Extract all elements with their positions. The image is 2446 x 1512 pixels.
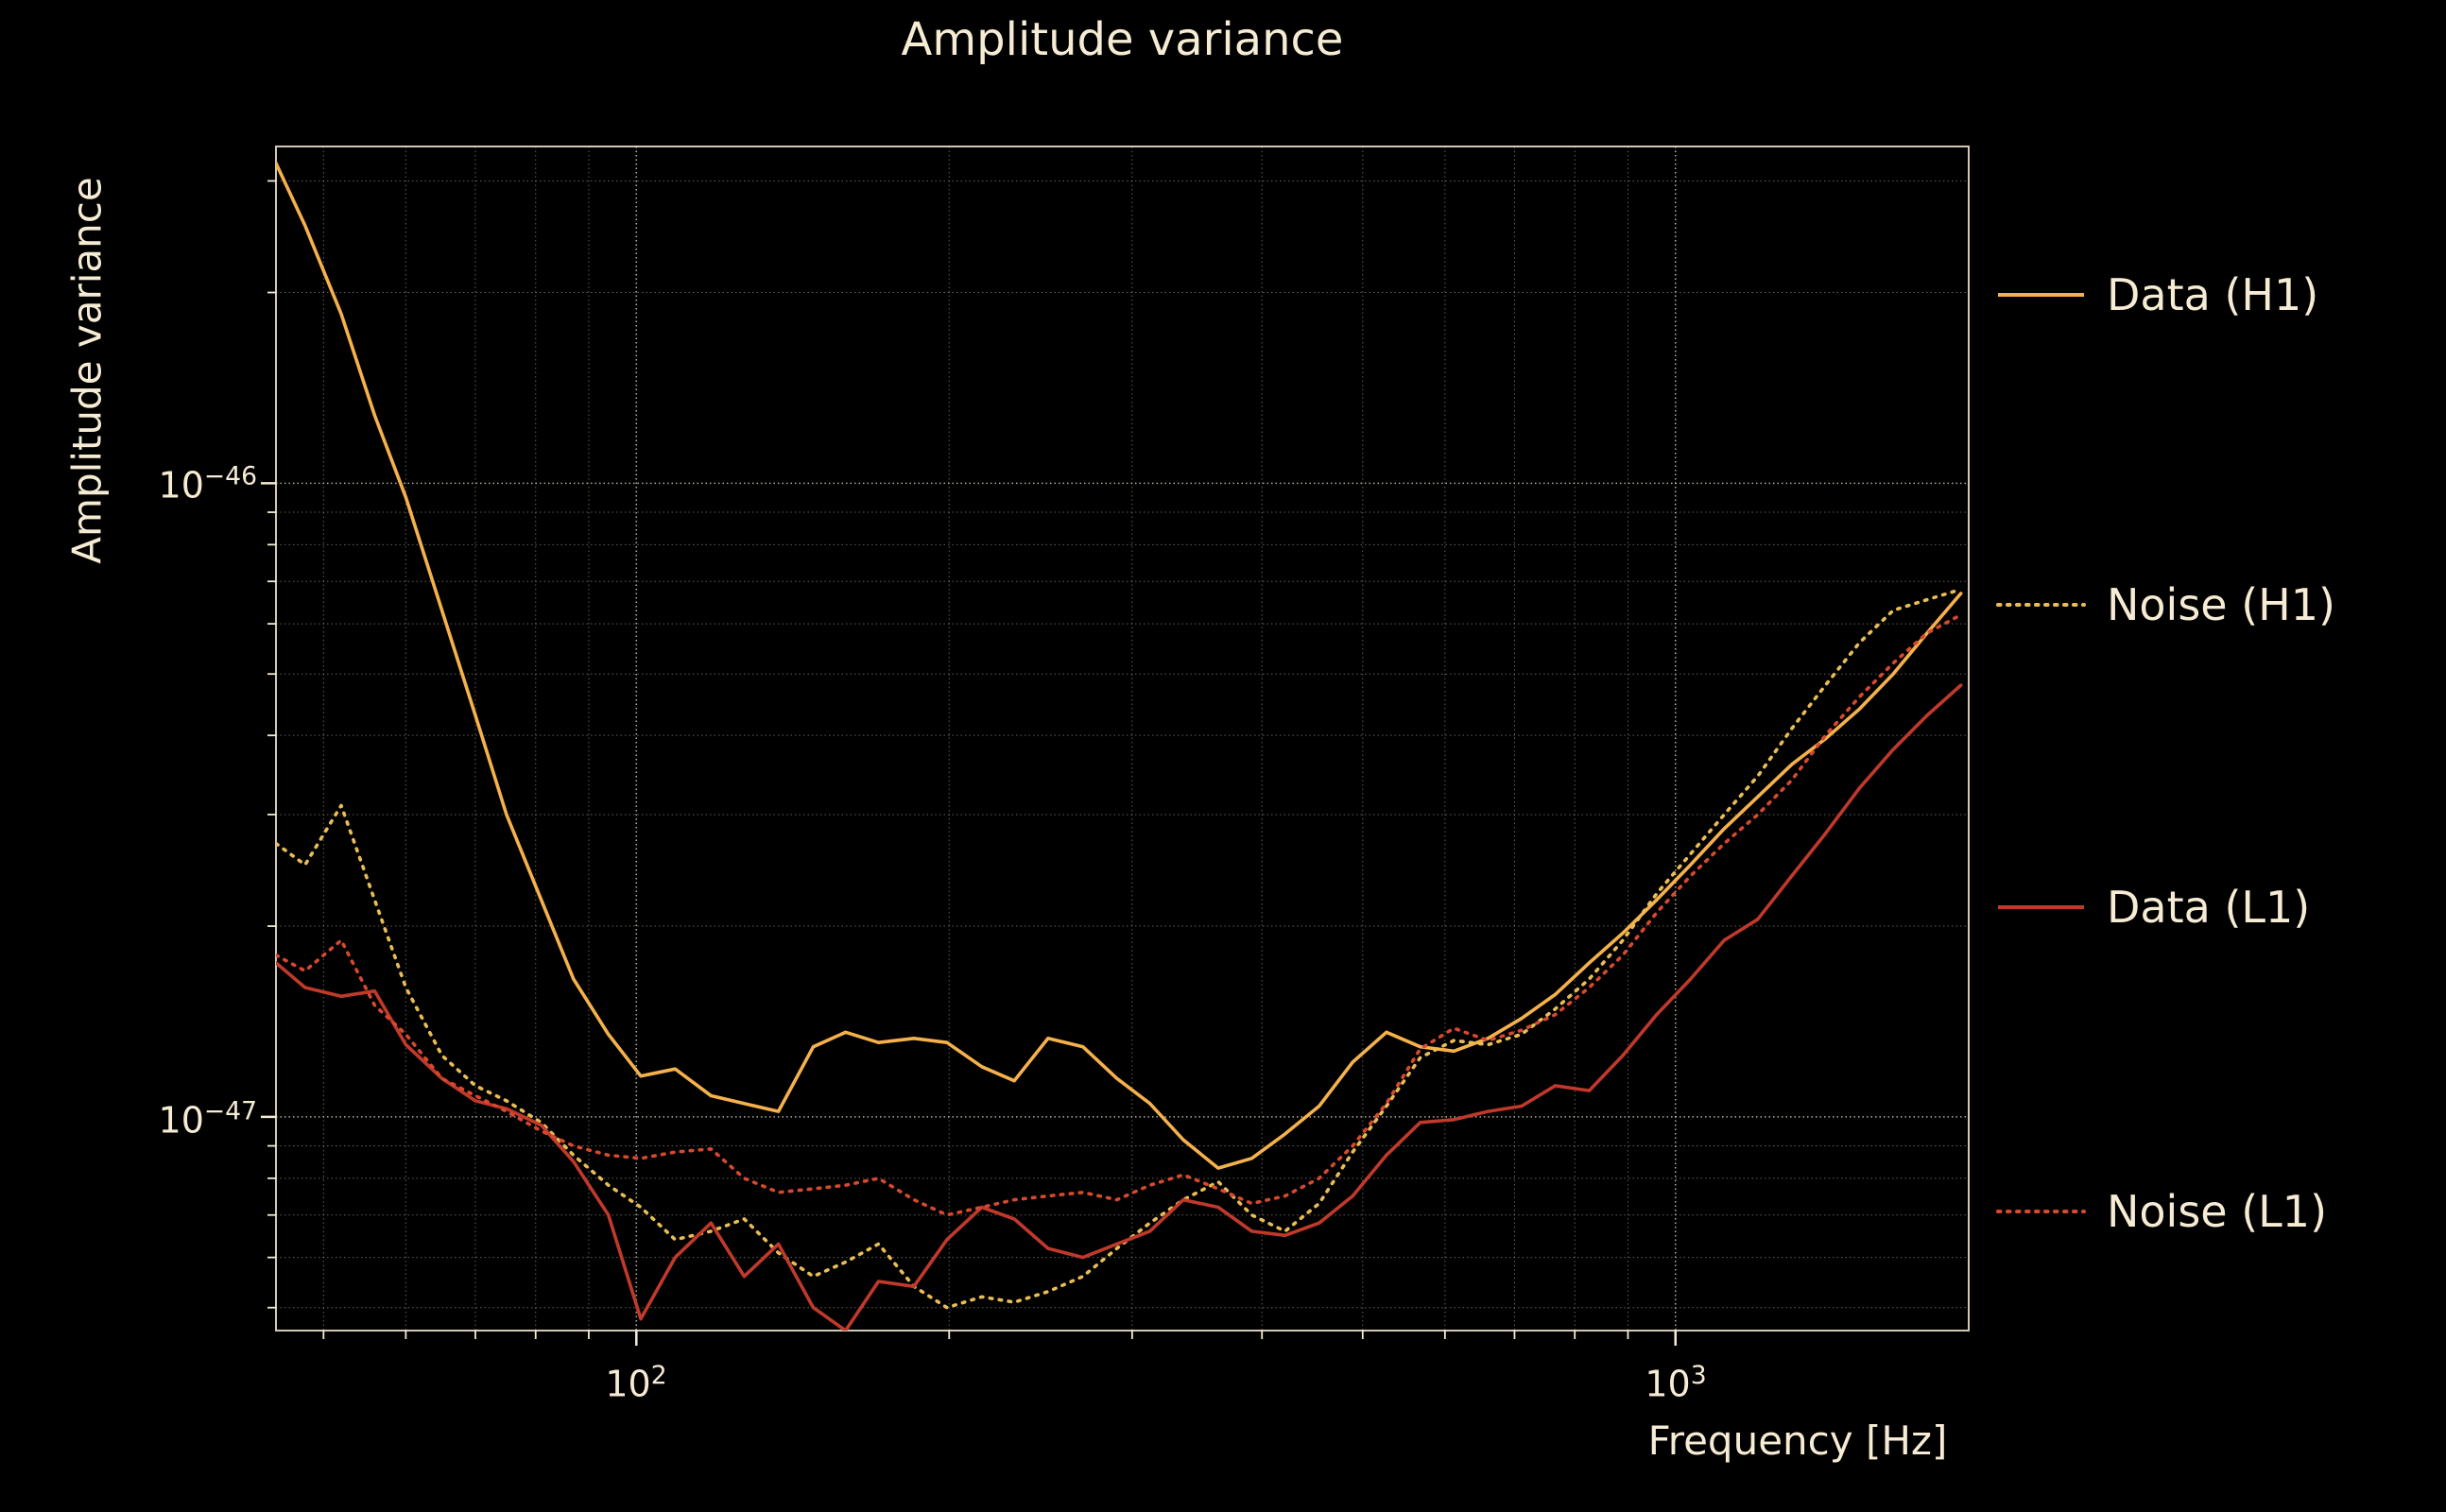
legend-line-sample-noise-l1-icon	[1996, 1210, 2086, 1213]
x-tick-exponent: 2	[650, 1361, 667, 1390]
legend-label-data-l1: Data (L1)	[2107, 882, 2311, 933]
y-tick-base: 10	[158, 1099, 204, 1142]
y-tick-exponent: −47	[203, 1096, 257, 1126]
legend-item-data-l1: Data (L1)	[1996, 882, 2310, 933]
legend-line-sample-noise-h1-icon	[1996, 603, 2086, 607]
legend: Data (H1) Noise (H1) Data (L1) Noise (L1…	[1996, 0, 2440, 1512]
x-tick-base: 10	[605, 1363, 651, 1405]
legend-label-noise-l1: Noise (L1)	[2107, 1186, 2328, 1237]
x-axis-label: Frequency [Hz]	[1647, 1418, 1948, 1464]
legend-line-sample-data-h1-icon	[1998, 293, 2084, 297]
y-axis-label: Amplitude variance	[63, 177, 111, 564]
chart-title: Amplitude variance	[901, 13, 1344, 66]
x-tick-base: 10	[1645, 1363, 1691, 1405]
y-tick-label-1e-46: 10−46	[159, 462, 257, 507]
x-tick-label-1000: 103	[1645, 1361, 1706, 1405]
y-tick-base: 10	[158, 464, 204, 507]
x-tick-exponent: 3	[1690, 1361, 1707, 1390]
legend-item-data-h1: Data (H1)	[1996, 269, 2318, 320]
x-tick-label-100: 102	[605, 1361, 666, 1405]
legend-line-sample-data-l1-icon	[1998, 905, 2084, 909]
legend-item-noise-h1: Noise (H1)	[1996, 579, 2335, 630]
legend-label-data-h1: Data (H1)	[2107, 269, 2319, 320]
y-tick-exponent: −46	[203, 461, 257, 491]
legend-item-noise-l1: Noise (L1)	[1996, 1186, 2327, 1237]
legend-label-noise-h1: Noise (H1)	[2107, 579, 2335, 630]
y-tick-label-1e-47: 10−47	[159, 1097, 257, 1142]
